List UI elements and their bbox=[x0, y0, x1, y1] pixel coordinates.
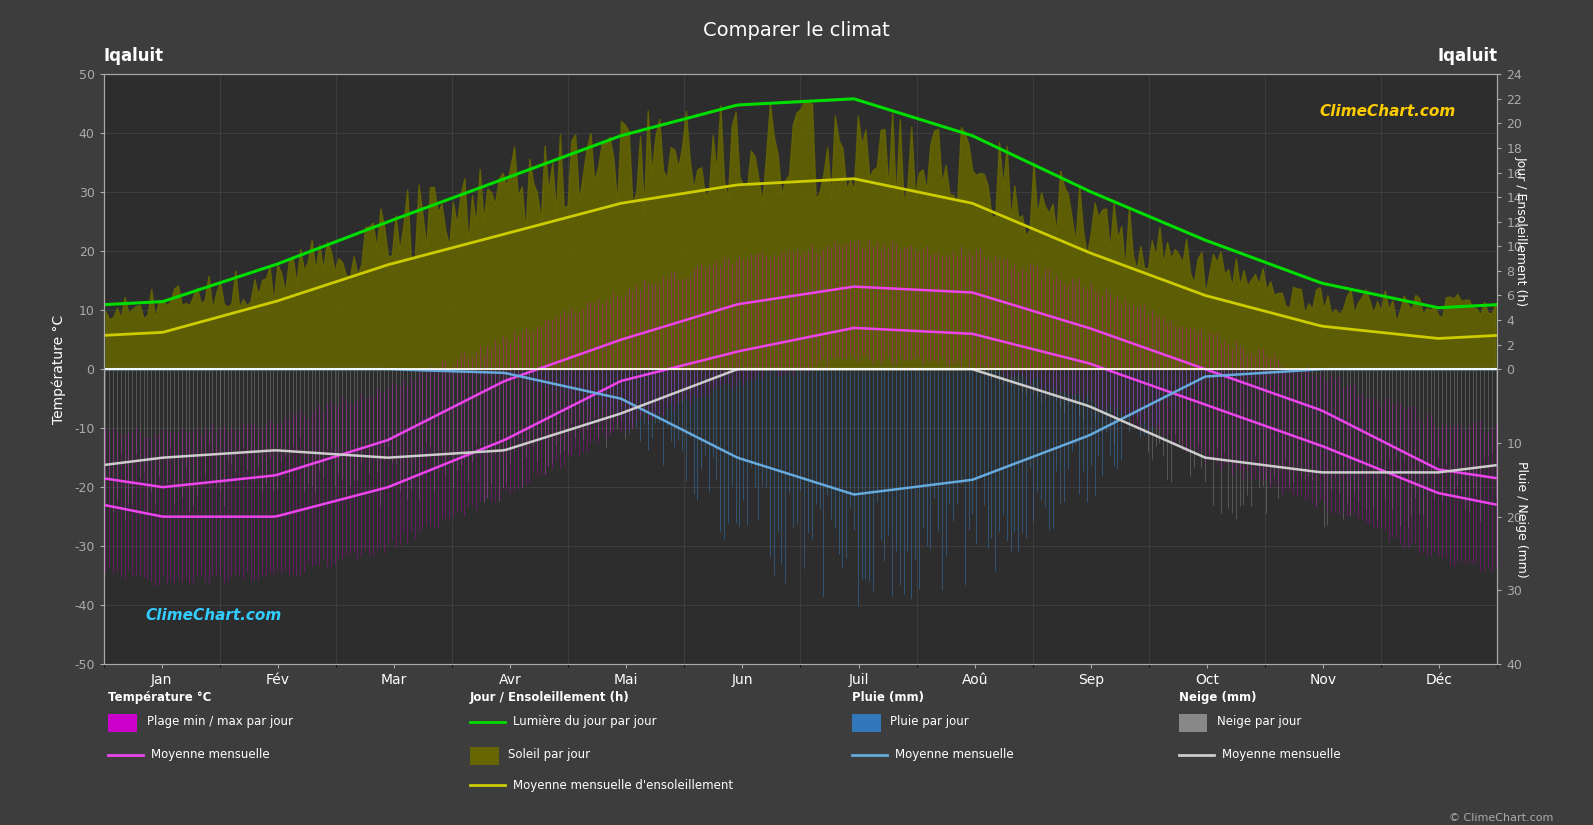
Text: Plage min / max par jour: Plage min / max par jour bbox=[147, 715, 293, 728]
Text: ClimeChart.com: ClimeChart.com bbox=[1319, 104, 1456, 119]
Text: Neige (mm): Neige (mm) bbox=[1179, 691, 1257, 704]
Text: Moyenne mensuelle d'ensoleillement: Moyenne mensuelle d'ensoleillement bbox=[513, 779, 733, 792]
Text: Comparer le climat: Comparer le climat bbox=[703, 21, 890, 40]
Text: ClimeChart.com: ClimeChart.com bbox=[145, 608, 282, 623]
Text: Pluie / Neige (mm): Pluie / Neige (mm) bbox=[1515, 461, 1528, 578]
Text: Neige par jour: Neige par jour bbox=[1217, 715, 1301, 728]
Text: Iqaluit: Iqaluit bbox=[104, 47, 164, 65]
Text: Moyenne mensuelle: Moyenne mensuelle bbox=[1222, 748, 1340, 761]
Text: Lumière du jour par jour: Lumière du jour par jour bbox=[513, 715, 656, 728]
Text: Moyenne mensuelle: Moyenne mensuelle bbox=[151, 748, 269, 761]
Text: © ClimeChart.com: © ClimeChart.com bbox=[1448, 813, 1553, 823]
Text: Pluie par jour: Pluie par jour bbox=[890, 715, 969, 728]
Text: Jour / Ensoleillement (h): Jour / Ensoleillement (h) bbox=[1515, 156, 1528, 306]
Text: Température °C: Température °C bbox=[108, 691, 212, 704]
Text: Pluie (mm): Pluie (mm) bbox=[852, 691, 924, 704]
Text: Moyenne mensuelle: Moyenne mensuelle bbox=[895, 748, 1013, 761]
Text: Iqaluit: Iqaluit bbox=[1437, 47, 1497, 65]
Y-axis label: Température °C: Température °C bbox=[51, 314, 65, 424]
Text: Jour / Ensoleillement (h): Jour / Ensoleillement (h) bbox=[470, 691, 629, 704]
Text: Soleil par jour: Soleil par jour bbox=[508, 748, 591, 761]
